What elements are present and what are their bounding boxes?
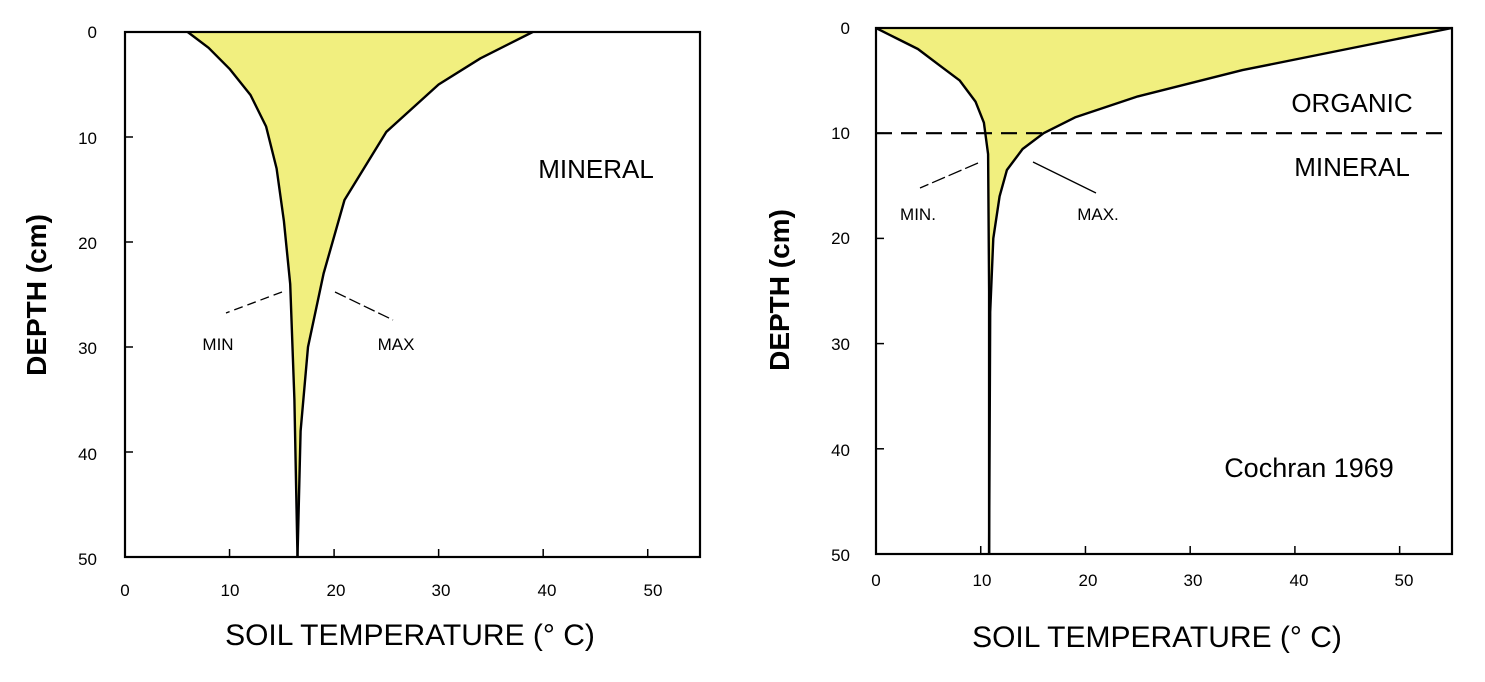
x-axis-title: SOIL TEMPERATURE (° C)	[225, 619, 595, 652]
y-axis-title: DEPTH (cm)	[764, 209, 795, 371]
y-tick-label: 20	[831, 229, 850, 248]
min-leader-line	[919, 162, 979, 189]
min-leader-line	[225, 291, 283, 314]
x-tick-label: 40	[538, 581, 557, 600]
x-tick-label: 10	[973, 571, 992, 590]
x-tick-label: 50	[1395, 571, 1414, 590]
y-tick-label: 40	[78, 445, 97, 464]
y-tick-label: 0	[88, 23, 97, 42]
x-tick-label: 30	[432, 581, 451, 600]
axis-ticks	[124, 31, 649, 558]
region-label-mineral: MINERAL	[538, 154, 654, 184]
y-tick-label: 20	[78, 234, 97, 253]
x-tick-label: 0	[120, 581, 129, 600]
min-curve-label: MIN.	[900, 205, 936, 224]
x-tick-label: 30	[1184, 571, 1203, 590]
y-tick-label: 10	[831, 124, 850, 143]
min-curve	[186, 31, 299, 558]
x-axis-title: SOIL TEMPERATURE (° C)	[972, 621, 1342, 654]
max-curve	[987, 26, 1453, 555]
temperature-range-area	[187, 32, 533, 557]
left-chart: 0 10 20 30 40 50 0 10 20 30 40 50 SOIL T…	[21, 23, 702, 652]
max-curve-label: MAX	[378, 335, 415, 354]
region-label-organic: ORGANIC	[1291, 88, 1412, 118]
min-curve	[875, 26, 991, 554]
axis-ticks	[875, 27, 1401, 555]
max-curve-label: MAX.	[1077, 205, 1119, 224]
x-tick-label: 40	[1290, 571, 1309, 590]
y-tick-label: 0	[841, 19, 850, 38]
y-axis-title: DEPTH (cm)	[21, 214, 52, 376]
region-label-mineral: MINERAL	[1294, 152, 1410, 182]
max-leader-line	[334, 291, 394, 321]
plot-frame	[123, 30, 702, 559]
x-tick-label: 10	[221, 581, 240, 600]
x-tick-label: 20	[327, 581, 346, 600]
x-tick-label: 20	[1079, 571, 1098, 590]
max-curve	[296, 30, 534, 558]
y-tick-label: 40	[831, 441, 850, 460]
plot-frame	[874, 26, 1454, 556]
source-credit: Cochran 1969	[1224, 453, 1394, 483]
y-tick-label: 30	[831, 335, 850, 354]
y-tick-label: 50	[831, 546, 850, 565]
right-chart: 0 10 20 30 40 50 0 10 20 30 40 50 SOIL T…	[764, 19, 1454, 654]
min-curve-label: MIN	[202, 335, 233, 354]
x-tick-label: 0	[871, 571, 880, 590]
y-tick-label: 50	[78, 550, 97, 569]
y-tick-label: 30	[78, 339, 97, 358]
x-tick-label: 50	[644, 581, 663, 600]
max-leader-line	[1032, 161, 1097, 194]
y-tick-label: 10	[78, 129, 97, 148]
